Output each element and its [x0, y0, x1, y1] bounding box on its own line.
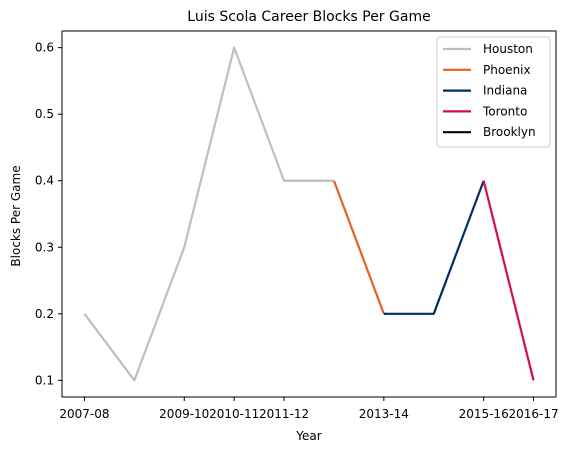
x-axis: 2007-08 2009-10 2010-11 2011-12 2013-14 2015-… [59, 397, 559, 421]
x-tick-label: 2010-11 [209, 407, 259, 421]
x-tick-label: 2011-12 [259, 407, 309, 421]
x-tick-label: 2016-17 [508, 407, 558, 421]
y-tick-label: 0.6 [35, 41, 54, 55]
legend-label-houston: Houston [483, 42, 533, 56]
x-tick-label: 2007-08 [59, 407, 109, 421]
legend-label-brooklyn: Brooklyn [483, 125, 536, 139]
y-tick-label: 0.2 [35, 307, 54, 321]
series-line-toronto [482, 180, 535, 381]
series-line-indiana [383, 180, 485, 315]
series-line-houston [83, 46, 334, 382]
y-axis-label: Blocks Per Game [9, 165, 23, 266]
y-tick-label: 0.5 [35, 107, 54, 121]
legend-label-indiana: Indiana [483, 84, 527, 98]
legend-label-toronto: Toronto [482, 104, 527, 118]
y-tick-label: 0.3 [35, 240, 54, 254]
x-tick-label: 2013-14 [359, 407, 409, 421]
x-axis-label: Year [295, 429, 321, 443]
y-tick-label: 0.4 [35, 174, 54, 188]
legend-label-phoenix: Phoenix [483, 63, 531, 77]
legend-box [436, 36, 551, 148]
plot-frame [61, 30, 557, 398]
y-axis: 0.1 0.2 0.3 0.4 0.5 0.6 [35, 41, 62, 387]
y-tick-label: 0.1 [35, 373, 54, 387]
legend: Houston Phoenix Indiana Toronto Brooklyn [436, 36, 551, 148]
x-tick-label: 2015-16 [459, 407, 509, 421]
series-layer [83, 46, 535, 382]
x-tick-label: 2009-10 [159, 407, 209, 421]
chart-title: Luis Scola Career Blocks Per Game [187, 9, 430, 25]
series-line-phoenix [332, 180, 385, 315]
